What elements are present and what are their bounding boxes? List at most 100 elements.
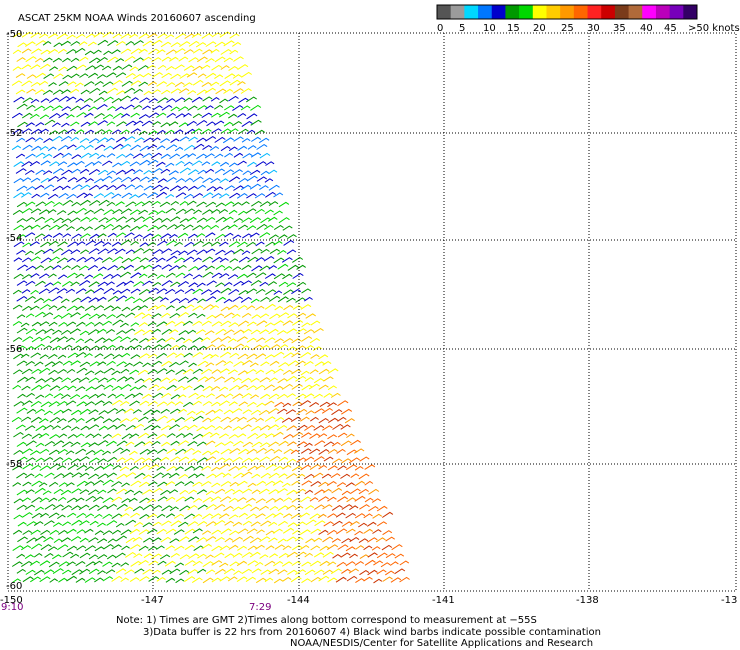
wind-barb [305,313,316,319]
wind-barb [168,472,180,479]
wind-barb [53,217,64,224]
wind-barb [161,72,172,79]
wind-barb [161,392,172,399]
wind-barb [116,216,127,222]
wind-barb [304,425,316,431]
wind-barb [327,529,338,536]
wind-barb [192,415,204,422]
wind-barb [264,416,276,422]
wind-barb [219,368,230,374]
wind-barb [21,192,32,198]
wind-barb [120,239,132,246]
wind-barb [25,41,36,47]
wind-barb [13,498,24,504]
wind-barb [147,176,159,183]
wind-barb [160,168,171,174]
wind-barb [202,385,213,392]
wind-barb [364,464,376,470]
wind-barb [295,551,307,558]
wind-barb [71,168,81,174]
wind-barb [187,153,197,158]
wind-barb [238,384,249,390]
wind-barb [247,432,259,439]
wind-barb [242,409,252,415]
wind-barb [67,385,77,391]
wind-barb [89,184,100,191]
wind-barb [31,321,41,327]
wind-barb [196,282,206,288]
wind-barb [177,344,187,350]
wind-barb [88,473,99,480]
wind-barb [304,489,314,495]
wind-barb [83,144,94,150]
wind-barb [70,441,81,447]
wind-barb [120,529,132,536]
wind-barb [156,191,168,198]
wind-barb [337,432,348,438]
wind-barb [166,144,178,151]
wind-barb [133,57,144,63]
legend-swatch [601,5,616,19]
wind-barb [139,257,149,263]
wind-barb [229,192,241,199]
wind-barb [237,320,249,327]
time-label-middle: 7:29 [249,602,271,613]
wind-barb [273,320,284,326]
wind-barb [268,537,278,543]
wind-barb [310,576,322,583]
wind-barb [156,288,168,294]
wind-barb [382,530,393,536]
wind-barb [215,216,227,223]
wind-barb [116,440,128,447]
wind-barb [265,191,276,198]
wind-barb [233,570,242,576]
wind-barb [138,322,148,327]
wind-barb [232,41,242,47]
wind-barb [147,498,156,504]
wind-barb [218,433,229,439]
wind-barb [269,360,280,366]
wind-barb [38,482,48,487]
wind-barb [210,81,220,87]
wind-barb [97,296,107,302]
wind-barb [237,370,248,376]
wind-barb [52,345,62,351]
wind-barb [196,313,206,319]
wind-barb [241,217,252,223]
wind-barb [114,345,125,351]
wind-barb [224,520,234,526]
wind-barb [224,537,234,543]
wind-barb [106,153,116,158]
wind-barb [228,209,238,215]
wind-barb [161,217,171,223]
lat-label: -52 [6,128,22,139]
wind-barb [15,153,26,159]
wind-barb [178,330,189,336]
wind-barb [156,81,167,87]
wind-barb [193,497,203,503]
wind-barb [35,72,46,79]
wind-barb [300,370,310,376]
wind-barb [62,521,72,527]
wind-barb [143,537,153,543]
wind-barb [38,433,50,439]
wind-barb [38,80,49,86]
wind-barb [246,337,257,343]
wind-barb [56,418,67,424]
wind-barb [121,306,131,312]
wind-barb [132,409,142,414]
wind-barb [102,160,113,166]
wind-barb [179,41,191,48]
wind-barb [112,209,123,215]
wind-barb [265,241,276,247]
wind-barb [62,360,73,366]
wind-barb [94,113,105,119]
wind-barb [43,265,54,271]
wind-barb [233,472,245,479]
wind-barb [115,393,125,399]
wind-barb [209,416,221,423]
wind-barb [106,121,116,126]
wind-barb [224,376,236,383]
wind-barb [204,87,216,94]
wind-barb [232,489,243,495]
